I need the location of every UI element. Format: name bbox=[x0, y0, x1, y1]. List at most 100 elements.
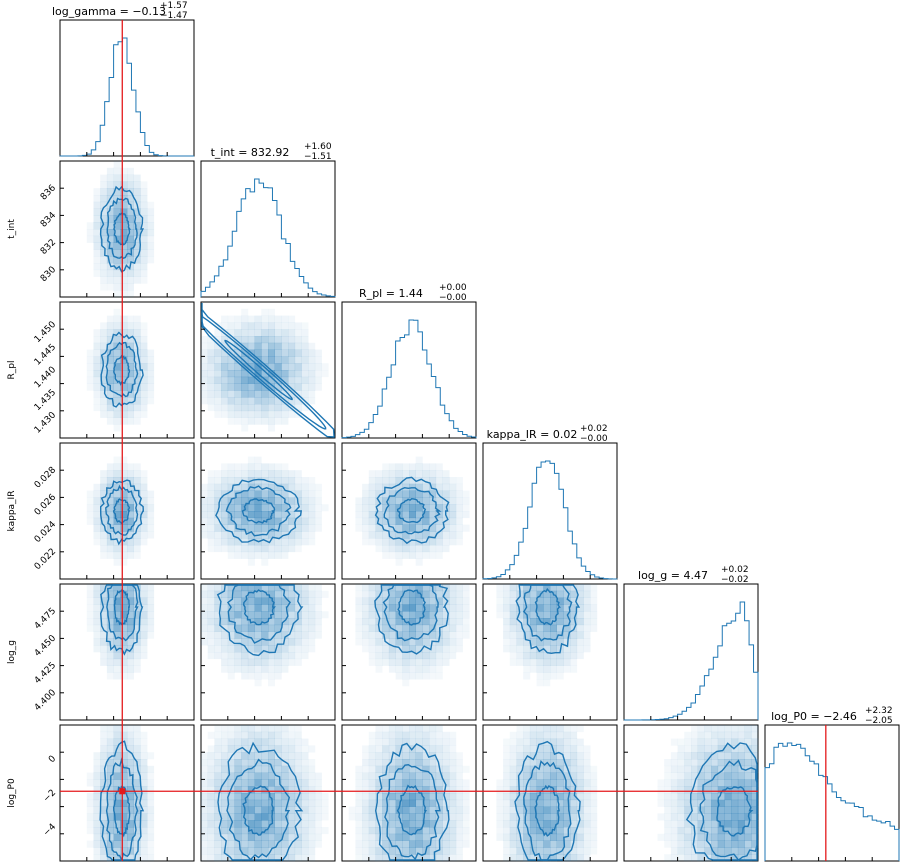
density-cell bbox=[227, 322, 235, 330]
density-cell bbox=[214, 383, 222, 391]
density-cell bbox=[382, 840, 390, 848]
density-cell bbox=[268, 410, 275, 418]
density-cell bbox=[382, 545, 390, 553]
density-cell bbox=[281, 504, 289, 512]
density-cell bbox=[697, 847, 705, 855]
density-cell bbox=[570, 745, 578, 753]
density-cell bbox=[133, 854, 141, 862]
density-cell bbox=[106, 174, 114, 182]
density-cell bbox=[281, 631, 289, 639]
density-cell bbox=[314, 604, 322, 612]
density-cell bbox=[221, 397, 229, 405]
contour-line bbox=[100, 331, 144, 408]
density-cell bbox=[395, 504, 403, 512]
density-cell bbox=[261, 376, 269, 384]
density-cell bbox=[368, 604, 376, 612]
density-cell bbox=[247, 840, 255, 848]
density-cell bbox=[362, 538, 370, 546]
density-cell bbox=[120, 376, 128, 384]
density-cell bbox=[442, 590, 450, 598]
density-cell bbox=[435, 772, 443, 780]
density-cell bbox=[422, 738, 430, 746]
density-cell bbox=[449, 827, 457, 835]
density-cell bbox=[127, 229, 134, 237]
density-cell bbox=[241, 658, 249, 666]
density-cell bbox=[435, 799, 443, 807]
density-cell bbox=[543, 833, 551, 841]
density-cell bbox=[93, 618, 101, 626]
density-cell bbox=[704, 725, 712, 733]
density-cell bbox=[536, 665, 544, 673]
density-cell bbox=[140, 638, 148, 646]
density-cell bbox=[724, 847, 732, 855]
ytick-kappa_IR: 0.022 bbox=[33, 547, 58, 572]
density-cell bbox=[113, 490, 121, 498]
density-cell bbox=[462, 584, 470, 592]
density-cell bbox=[247, 631, 255, 639]
density-cell bbox=[201, 390, 208, 398]
density-cell bbox=[294, 725, 302, 733]
density-cell bbox=[402, 551, 410, 559]
density-cell bbox=[106, 229, 114, 237]
density-cell bbox=[422, 524, 430, 532]
density-cell bbox=[288, 390, 296, 398]
density-cell bbox=[368, 597, 376, 605]
density-cell bbox=[140, 256, 148, 264]
density-cell bbox=[422, 477, 430, 485]
density-cell bbox=[127, 738, 134, 746]
density-cell bbox=[221, 840, 229, 848]
density-cell bbox=[234, 631, 242, 639]
density-cell bbox=[100, 195, 108, 203]
density-cell bbox=[422, 765, 430, 773]
density-cell bbox=[133, 847, 141, 855]
density-cell bbox=[140, 263, 148, 271]
density-cell bbox=[93, 356, 101, 364]
density-cell bbox=[509, 765, 517, 773]
density-cell bbox=[113, 631, 121, 639]
density-cell bbox=[314, 363, 322, 371]
density-cell bbox=[301, 370, 309, 378]
density-cell bbox=[523, 638, 531, 646]
density-cell bbox=[563, 738, 571, 746]
density-cell bbox=[133, 827, 141, 835]
density-cell bbox=[214, 840, 222, 848]
density-cell bbox=[227, 470, 235, 478]
density-cell bbox=[308, 584, 316, 592]
density-cell bbox=[241, 827, 249, 835]
density-cell bbox=[120, 181, 128, 189]
density-cell bbox=[288, 645, 296, 653]
density-cell bbox=[113, 308, 121, 316]
density-cell bbox=[93, 793, 101, 801]
density-cell bbox=[684, 752, 692, 760]
density-cell bbox=[247, 470, 255, 478]
density-cell bbox=[409, 786, 416, 794]
panel-log_g-log_g bbox=[623, 583, 759, 721]
density-cell bbox=[744, 745, 752, 753]
density-cell bbox=[751, 854, 759, 862]
density-cell bbox=[234, 840, 242, 848]
density-cell bbox=[382, 813, 390, 821]
density-cell bbox=[100, 490, 108, 498]
density-cell bbox=[214, 477, 222, 485]
density-cell bbox=[247, 404, 255, 412]
density-cell bbox=[704, 799, 712, 807]
density-cell bbox=[201, 631, 208, 639]
density-cell bbox=[563, 645, 571, 653]
density-cell bbox=[744, 752, 752, 760]
density-cell bbox=[301, 524, 309, 532]
density-cell bbox=[409, 545, 416, 553]
density-cell bbox=[529, 645, 537, 653]
density-cell bbox=[409, 759, 416, 767]
density-cell bbox=[301, 322, 309, 330]
density-cell bbox=[556, 833, 564, 841]
density-cell bbox=[583, 799, 591, 807]
density-cell bbox=[254, 840, 262, 848]
density-cell bbox=[241, 624, 249, 632]
density-cell bbox=[308, 765, 316, 773]
density-cell bbox=[415, 551, 423, 559]
density-cell bbox=[241, 483, 249, 491]
density-cell bbox=[516, 631, 524, 639]
density-cell bbox=[422, 854, 430, 862]
density-cell bbox=[147, 827, 155, 835]
density-cell bbox=[402, 672, 410, 680]
